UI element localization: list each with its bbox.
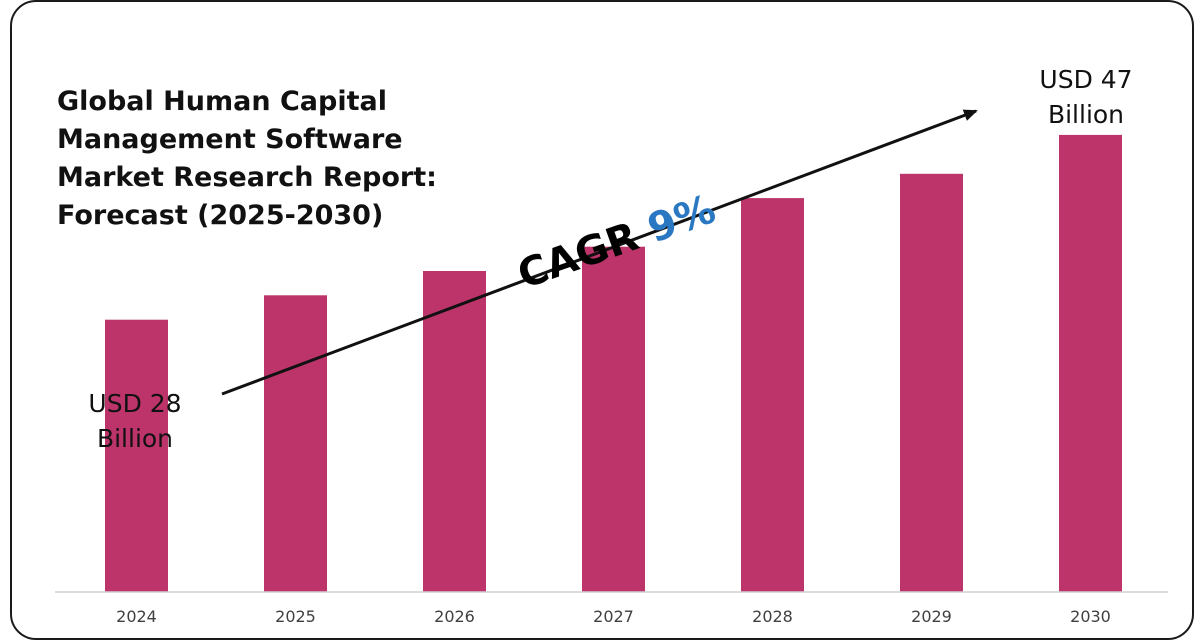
bar-2027	[582, 246, 645, 592]
bar-2028	[741, 198, 804, 592]
end-value-line1: USD 47	[1039, 65, 1133, 94]
bar-2026	[423, 271, 486, 592]
x-axis-ticks: 2024 2025 2026 2027 2028 2029 2030	[116, 607, 1111, 626]
end-value-line2: Billion	[1047, 100, 1125, 129]
x-tick-label-2027: 2027	[593, 607, 634, 626]
x-tick-label-2030: 2030	[1070, 607, 1111, 626]
chart-title: Global Human Capital Management Software…	[57, 86, 437, 231]
start-value-label: USD 28 Billion	[35, 386, 235, 456]
bar-2024	[105, 319, 168, 592]
start-value-line2: Billion	[96, 424, 174, 453]
x-tick-label-2026: 2026	[434, 607, 475, 626]
end-value-label: USD 47 Billion	[986, 62, 1186, 132]
x-tick-label-2024: 2024	[116, 607, 157, 626]
bar-2029	[900, 173, 963, 593]
start-value-line1: USD 28	[88, 389, 182, 418]
x-tick-label-2025: 2025	[275, 607, 316, 626]
bar-2025	[264, 295, 327, 592]
x-tick-label-2028: 2028	[752, 607, 793, 626]
bar-2030	[1059, 134, 1122, 592]
x-tick-label-2029: 2029	[911, 607, 952, 626]
cagr-trend-arrow	[221, 109, 978, 396]
bars-group	[105, 134, 1122, 593]
